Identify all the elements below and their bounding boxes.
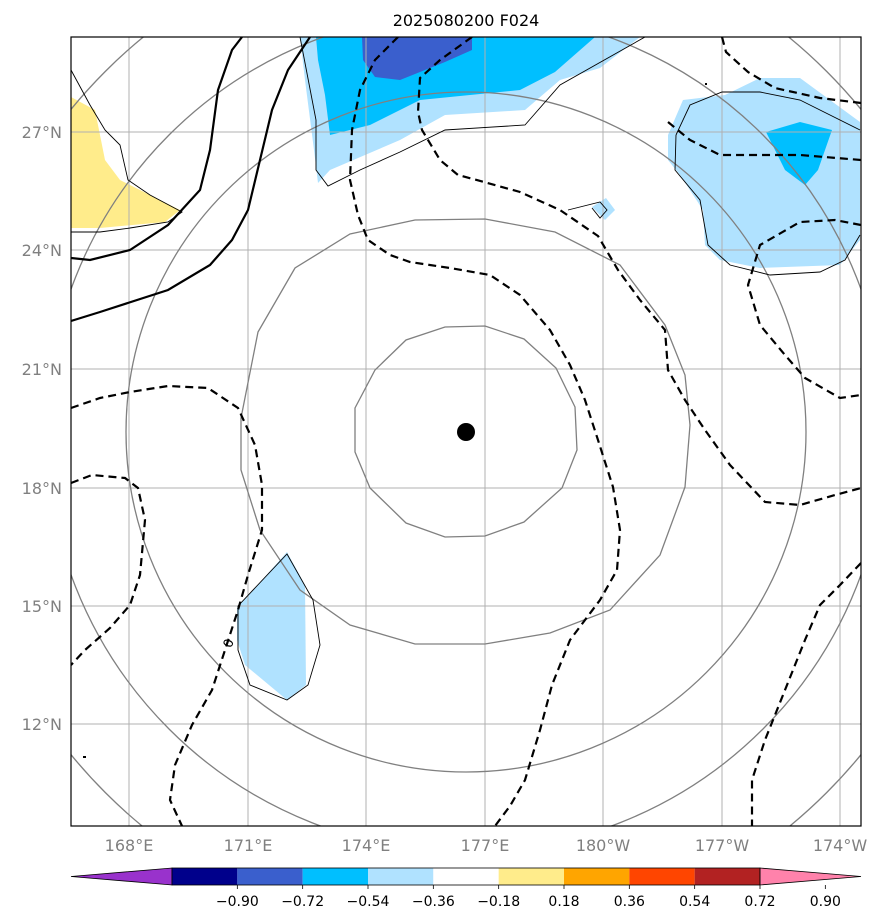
colorbar-outline — [171, 867, 761, 886]
y-tick-label: 21°N — [22, 360, 62, 379]
dashed-contour — [416, 37, 861, 507]
colorbar-segment — [564, 868, 630, 885]
colorbar-label: −0.72 — [281, 894, 324, 910]
colorbar-segment — [498, 868, 564, 885]
colorbar-label: 0.90 — [810, 894, 841, 910]
dashed-contour — [348, 37, 622, 826]
thin-contours — [71, 37, 861, 701]
colorbar-label: −0.90 — [216, 894, 259, 910]
solid-contours — [71, 37, 311, 323]
shaded-region-west — [71, 97, 180, 228]
colorbar-extend-low — [70, 867, 173, 886]
y-tick-label: 15°N — [22, 597, 62, 616]
y-tick-label: 12°N — [22, 715, 62, 734]
dashed-contour — [750, 562, 861, 826]
colorbar-extend-high — [759, 867, 862, 886]
contour-speck — [705, 83, 707, 85]
colorbar-label: 0.36 — [614, 894, 645, 910]
solid-contour — [71, 37, 243, 262]
dashed-contours — [71, 37, 861, 826]
shading-royal-blue — [362, 37, 472, 80]
x-tick-label: 174°E — [342, 836, 391, 855]
colorbar-label: −0.54 — [347, 894, 390, 910]
thin-contour — [675, 91, 861, 136]
dashed-contour — [71, 473, 147, 666]
chart-title: 2025080200 F024 — [393, 11, 540, 30]
x-tick-label: 177°E — [461, 836, 510, 855]
thin-contour — [299, 37, 646, 187]
shaded-region-north-inner — [362, 37, 472, 80]
range-ring — [354, 325, 578, 538]
x-tick-label: 171°E — [224, 836, 273, 855]
small-contour-specks — [83, 83, 707, 758]
contour-speck — [83, 756, 86, 758]
shaded-region-northeast-core — [766, 122, 832, 185]
colorbar-label: −0.36 — [412, 894, 455, 910]
contour-label-zero: 0 — [221, 637, 238, 650]
colorbar-segment — [368, 868, 434, 885]
y-tick-label: 27°N — [22, 123, 62, 142]
y-tick-label: 18°N — [22, 479, 62, 498]
colorbar-label: 0.72 — [744, 894, 775, 910]
center-marker — [457, 423, 475, 441]
solid-contour — [71, 37, 311, 323]
colorbar-label: 0.18 — [548, 894, 579, 910]
x-tick-label: 177°W — [695, 836, 750, 855]
colorbar-segment — [694, 868, 760, 885]
range-ring — [240, 218, 691, 645]
range-ring — [125, 91, 807, 773]
colorbar-segment — [302, 868, 368, 885]
shading-yellow — [71, 97, 180, 228]
dashed-contour — [71, 384, 264, 826]
dashed-contour — [746, 218, 861, 400]
colorbar-label: −0.18 — [477, 894, 520, 910]
shaded-region-northeast — [668, 78, 860, 268]
y-axis-labels: 12°N 15°N 18°N 21°N 24°N 27°N — [22, 123, 62, 734]
plot-frame — [70, 36, 862, 827]
x-tick-label: 180°W — [576, 836, 631, 855]
colorbar-segment — [433, 868, 499, 885]
thin-contour — [674, 134, 861, 276]
colorbar-label: 0.54 — [679, 894, 710, 910]
thin-contour — [71, 69, 183, 233]
x-tick-label: 168°E — [105, 836, 154, 855]
x-axis-labels: 168°E 171°E 174°E 177°E 180°W 177°W 174°… — [105, 836, 868, 855]
colorbar: −0.90 −0.72 −0.54 −0.36 −0.18 0.18 0.36 0.54 0.7… — [70, 867, 862, 910]
colorbar-segment — [172, 868, 238, 885]
y-tick-label: 24°N — [22, 241, 62, 260]
colorbar-segment — [629, 868, 695, 885]
x-tick-label: 174°W — [813, 836, 868, 855]
thin-contour — [237, 553, 321, 701]
dashed-contour — [667, 121, 861, 162]
colorbar-segment — [237, 868, 303, 885]
thin-contour — [567, 201, 608, 219]
